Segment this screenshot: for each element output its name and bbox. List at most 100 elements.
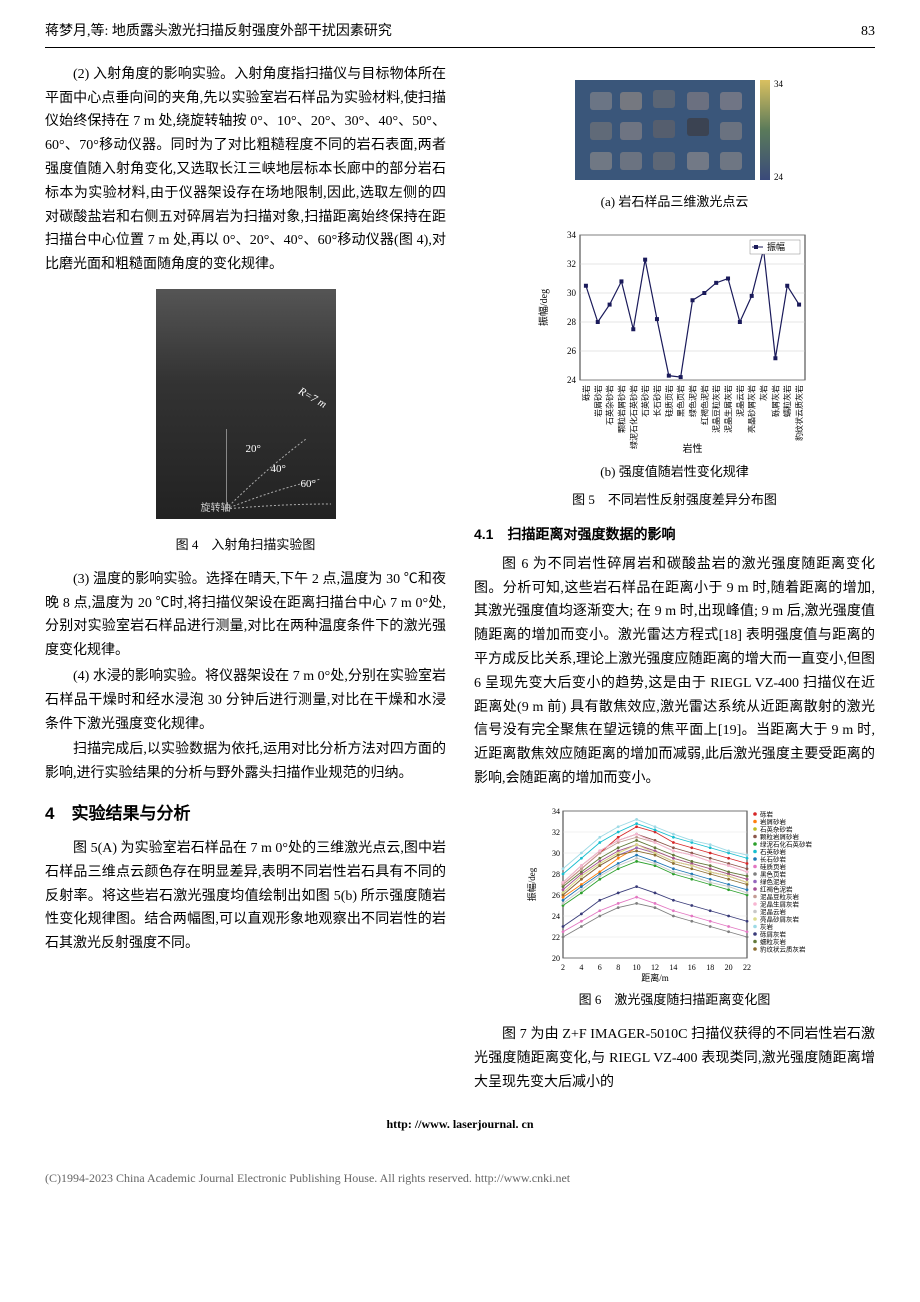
two-column-layout: (2) 入射角度的影响实验。入射角度指扫描仪与目标物体所在平面中心点垂向间的夹角… (45, 63, 875, 1097)
svg-text:砾岩: 砾岩 (760, 809, 774, 818)
svg-text:亮晶砂屑灰岩: 亮晶砂屑灰岩 (746, 385, 756, 433)
svg-text:28: 28 (552, 870, 560, 879)
svg-text:10: 10 (632, 963, 640, 972)
svg-text:22: 22 (552, 933, 560, 942)
fig5a-caption: (a) 岩石样品三维激光点云 (474, 191, 875, 213)
svg-text:34: 34 (567, 230, 577, 240)
fig6-svg: 2022242628303234246810121416182022砾岩岩屑砂岩… (525, 803, 825, 983)
fig4-arcs (156, 289, 336, 519)
fig5b-svg: 24 26 28 30 32 34 砾岩岩屑砂岩石英杂砂岩颗粒岩屑砂岩绿泥石化石英砂岩石英砂… (535, 225, 815, 455)
svg-text:红褐色泥岩: 红褐色泥岩 (699, 385, 709, 425)
svg-text:砾屑灰岩: 砾屑灰岩 (770, 385, 780, 417)
svg-text:26: 26 (567, 346, 577, 356)
left-column: (2) 入射角度的影响实验。入射角度指扫描仪与目标物体所在平面中心点垂向间的夹角… (45, 63, 446, 1097)
svg-text:黑色页岩: 黑色页岩 (675, 385, 685, 417)
figure-6: 2022242628303234246810121416182022砾岩岩屑砂岩… (474, 803, 875, 1011)
svg-text:泥晶豆粒灰岩: 泥晶豆粒灰岩 (760, 892, 800, 901)
page-number: 83 (861, 20, 875, 44)
para-5: 扫描完成后,以实验数据为依托,运用对比分析方法对四方面的影响,进行实验结果的分析… (45, 738, 446, 786)
svg-text:8: 8 (616, 963, 620, 972)
svg-text:12: 12 (651, 963, 659, 972)
figure-4: R=7 m 20° 40° 60° 旋转轴 图 4 入射角扫描实验图 (45, 289, 446, 556)
para-4: (4) 水浸的影响实验。将仪器架设在 7 m 0°处,分别在实验室岩石样品干燥时… (45, 665, 446, 736)
fig5b-caption-b: 图 5 不同岩性反射强度差异分布图 (474, 489, 875, 511)
svg-text:34: 34 (774, 79, 784, 89)
svg-text:绿泥石化石英砂岩: 绿泥石化石英砂岩 (628, 385, 638, 449)
svg-text:岩性: 岩性 (682, 442, 702, 455)
svg-text:泥晶云岩: 泥晶云岩 (760, 907, 787, 916)
svg-text:距离/m: 距离/m (641, 972, 669, 983)
svg-text:16: 16 (687, 963, 695, 972)
svg-text:石英杂砂岩: 石英杂砂岩 (760, 824, 793, 833)
para-r2: 图 7 为由 Z+F IMAGER-5010C 扫描仪获得的不同岩性岩石激光强度… (474, 1023, 875, 1094)
svg-text:绿色泥岩: 绿色泥岩 (760, 877, 787, 886)
svg-text:绿泥石化石英砂岩: 绿泥石化石英砂岩 (760, 839, 813, 848)
fig5a-svg: 34 24 (560, 75, 790, 185)
svg-text:6: 6 (597, 963, 601, 972)
svg-text:亮晶砂屑灰岩: 亮晶砂屑灰岩 (760, 914, 800, 923)
svg-text:砾屑灰岩: 砾屑灰岩 (760, 929, 787, 938)
svg-text:泥晶生屑灰岩: 泥晶生屑灰岩 (723, 385, 733, 433)
svg-text:蠕粒灰岩: 蠕粒灰岩 (782, 385, 792, 417)
page-header: 蒋梦月,等: 地质露头激光扫描反射强度外部干扰因素研究 83 (45, 20, 875, 48)
svg-text:26: 26 (552, 891, 560, 900)
section-4-heading: 4 实验结果与分析 (45, 800, 446, 829)
fig4-caption: 图 4 入射角扫描实验图 (45, 534, 446, 556)
svg-text:20: 20 (552, 954, 560, 963)
svg-text:振幅/deg: 振幅/deg (526, 867, 537, 901)
svg-text:20: 20 (724, 963, 732, 972)
svg-text:泥晶生屑灰岩: 泥晶生屑灰岩 (760, 899, 800, 908)
svg-text:黑色页岩: 黑色页岩 (760, 869, 787, 878)
subsection-4-1-heading: 4.1 扫描距离对强度数据的影响 (474, 523, 875, 547)
svg-text:绿色泥岩: 绿色泥岩 (687, 385, 697, 417)
figure-5b: 24 26 28 30 32 34 砾岩岩屑砂岩石英杂砂岩颗粒岩屑砂岩绿泥石化石英砂岩石英砂… (474, 225, 875, 511)
svg-text:颗粒岩屑砂岩: 颗粒岩屑砂岩 (760, 832, 800, 841)
svg-text:4: 4 (579, 963, 583, 972)
svg-text:长石砂岩: 长石砂岩 (760, 854, 787, 863)
svg-text:28: 28 (567, 317, 577, 327)
svg-text:豹纹状云质灰岩: 豹纹状云质灰岩 (760, 944, 806, 953)
svg-text:32: 32 (567, 259, 576, 269)
svg-text:石英杂砂岩: 石英杂砂岩 (604, 385, 614, 425)
svg-text:18: 18 (706, 963, 714, 972)
svg-text:石英砂岩: 石英砂岩 (760, 847, 787, 856)
fig5b-caption-a: (b) 强度值随岩性变化规律 (474, 461, 875, 483)
svg-text:蠕粒灰岩: 蠕粒灰岩 (760, 937, 787, 946)
svg-text:石英砂岩: 石英砂岩 (640, 385, 650, 417)
svg-text:30: 30 (552, 849, 560, 858)
copyright: (C)1994-2023 China Academic Journal Elec… (45, 1160, 875, 1188)
svg-text:30: 30 (567, 288, 577, 298)
svg-text:振幅: 振幅 (767, 241, 785, 252)
svg-text:砾岩: 砾岩 (580, 385, 590, 401)
svg-text:红褐色泥岩: 红褐色泥岩 (760, 884, 793, 893)
right-column: 34 24 (a) 岩石样品三维激光点云 242628303234砾岩岩屑砂岩石… (474, 63, 875, 1097)
svg-text:灰岩: 灰岩 (760, 922, 774, 931)
para-6: 图 5(A) 为实验室岩石样品在 7 m 0°处的三维激光点云,图中岩石样品三维… (45, 837, 446, 956)
svg-text:24: 24 (552, 912, 560, 921)
para-r1: 图 6 为不同岩性碎屑岩和碳酸盐岩的激光强度随距离变化图。分析可知,这些岩石样品… (474, 553, 875, 791)
para-2: (2) 入射角度的影响实验。入射角度指扫描仪与目标物体所在平面中心点垂向间的夹角… (45, 63, 446, 277)
svg-text:振幅/deg: 振幅/deg (537, 289, 550, 326)
footer-url: http: //www. laserjournal. cn (45, 1114, 875, 1134)
svg-text:22: 22 (743, 963, 751, 972)
svg-text:24: 24 (774, 172, 784, 182)
fig6-caption: 图 6 激光强度随扫描距离变化图 (474, 989, 875, 1011)
svg-text:豹纹状云质灰岩: 豹纹状云质灰岩 (794, 385, 804, 441)
svg-text:硅质页岩: 硅质页岩 (663, 385, 673, 417)
svg-text:2: 2 (561, 963, 565, 972)
svg-text:硅质页岩: 硅质页岩 (760, 862, 787, 871)
svg-text:14: 14 (669, 963, 677, 972)
para-3: (3) 温度的影响实验。选择在晴天,下午 2 点,温度为 30 ℃和夜晚 8 点… (45, 568, 446, 663)
fig4-image: R=7 m 20° 40° 60° 旋转轴 (156, 289, 336, 519)
header-title: 蒋梦月,等: 地质露头激光扫描反射强度外部干扰因素研究 (45, 20, 392, 44)
svg-text:泥晶云岩: 泥晶云岩 (734, 385, 744, 417)
svg-text:34: 34 (552, 807, 560, 816)
figure-5a: 34 24 (a) 岩石样品三维激光点云 (474, 75, 875, 213)
svg-text:32: 32 (552, 828, 560, 837)
svg-text:颗粒岩屑砂岩: 颗粒岩屑砂岩 (616, 385, 626, 433)
svg-text:长石砂岩: 长石砂岩 (651, 385, 661, 417)
svg-text:24: 24 (567, 375, 577, 385)
svg-text:岩屑砂岩: 岩屑砂岩 (592, 385, 602, 417)
svg-text:岩屑砂岩: 岩屑砂岩 (760, 817, 787, 826)
svg-text:泥晶豆粒灰岩: 泥晶豆粒灰岩 (711, 385, 721, 433)
